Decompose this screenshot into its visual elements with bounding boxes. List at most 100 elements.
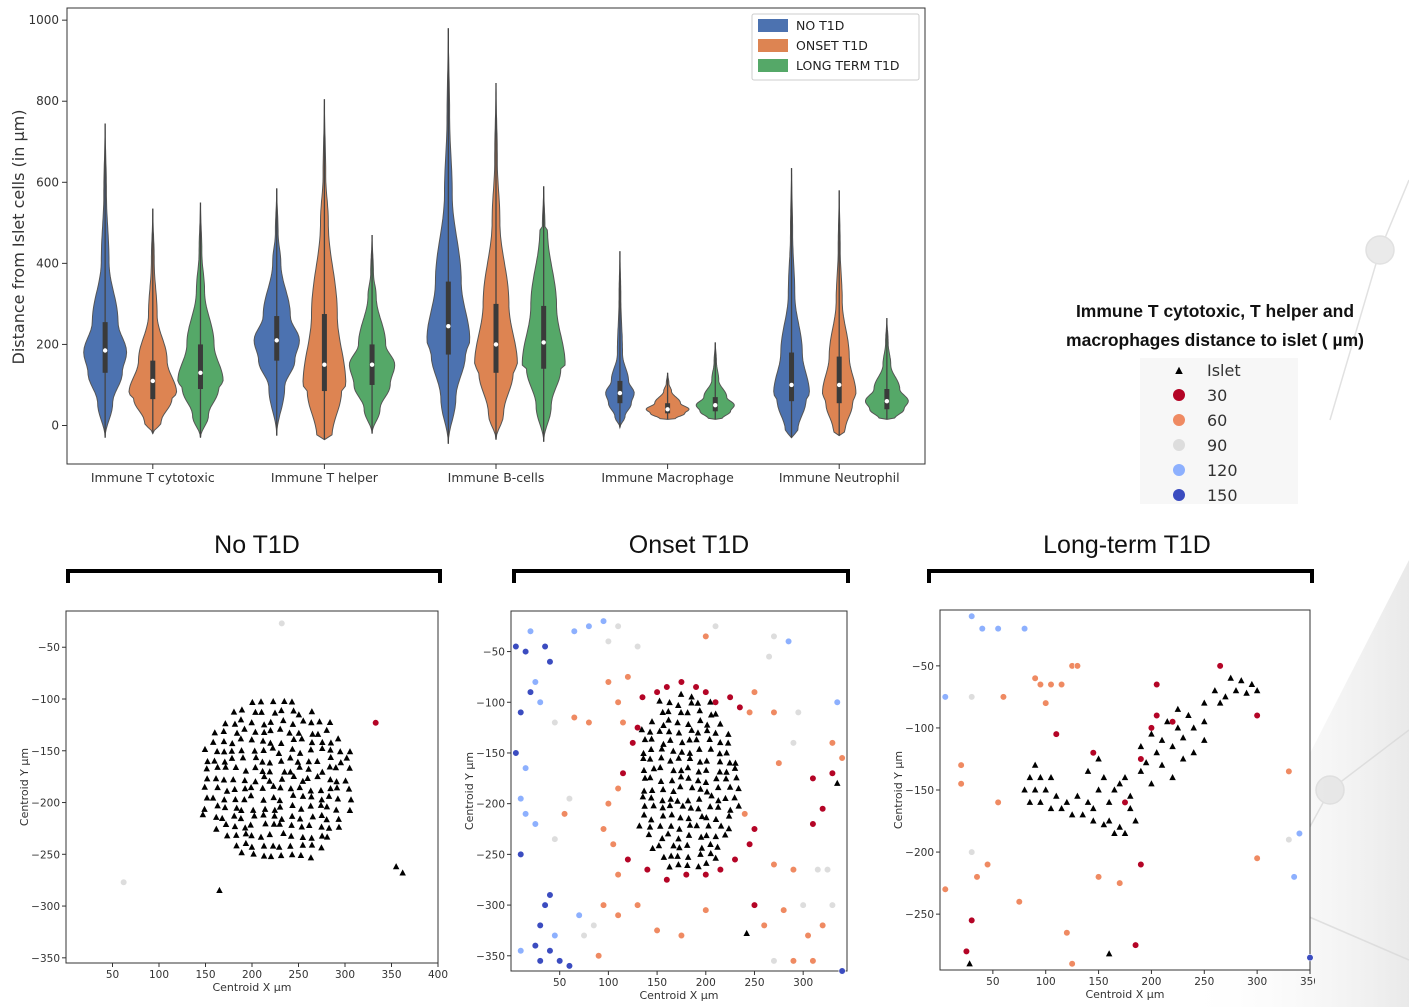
islet-marker (199, 811, 207, 818)
violin-median (884, 398, 890, 404)
immune-cell-point (809, 957, 817, 965)
islet-marker (695, 805, 702, 812)
immune-cell-point (1290, 873, 1298, 881)
islet-marker (278, 707, 285, 714)
islet-marker (678, 748, 686, 755)
islet-marker (702, 778, 710, 785)
islet-marker (721, 831, 729, 838)
islet-marker (703, 757, 710, 764)
islet-marker (309, 813, 317, 820)
islet-marker (1047, 773, 1055, 781)
islet-marker (260, 796, 267, 803)
immune-cell-point (1137, 755, 1145, 763)
islet-marker (1037, 798, 1044, 805)
islet-marker (1031, 761, 1039, 768)
immune-cell-point (1094, 873, 1103, 881)
islet-marker (299, 792, 307, 799)
islet-marker (271, 806, 279, 813)
immune-cell-point (1057, 680, 1066, 689)
islet-marker (201, 745, 209, 752)
islet-marker (686, 821, 694, 828)
islet-marker (715, 797, 722, 804)
islet-marker (214, 783, 221, 791)
islet-marker (299, 841, 307, 848)
immune-cell-point (1168, 718, 1177, 726)
islet-marker (648, 786, 656, 794)
islet-marker (649, 844, 656, 851)
immune-cell-point (556, 957, 564, 965)
immune-cell-point (580, 931, 588, 940)
islet-marker (278, 815, 285, 822)
islet-marker (1063, 798, 1071, 805)
islet-marker (695, 863, 702, 870)
scatter-y-tick-label: −200 (476, 799, 505, 811)
islet-marker (695, 795, 703, 802)
islet-marker (260, 721, 268, 728)
islet-marker (664, 830, 672, 837)
islet-marker (220, 727, 227, 734)
islet-marker (1158, 761, 1166, 768)
islet-marker (319, 738, 326, 745)
scatter-x-tick-label: 200 (242, 969, 262, 981)
islet-marker (252, 728, 259, 735)
islet-marker (213, 813, 220, 820)
immune-cell-point (962, 947, 971, 955)
islet-marker (287, 785, 295, 792)
islet-marker (703, 859, 710, 866)
immune-cell-point (809, 774, 817, 782)
islet-marker (276, 725, 284, 732)
scatter-y-tick-label: −200 (905, 847, 934, 859)
islet-marker (712, 854, 719, 861)
islet-marker (659, 804, 666, 811)
islet-marker (252, 778, 259, 785)
immune-cell-point (546, 891, 554, 899)
islet-marker (259, 767, 266, 774)
immune-cell-point (702, 871, 710, 879)
islet-marker (659, 812, 667, 819)
islet-marker (309, 730, 316, 737)
islet-marker (666, 802, 674, 809)
immune-cell-point (526, 627, 535, 635)
immune-cell-point (1153, 711, 1161, 720)
islet-marker (269, 842, 277, 849)
immune-cell-point (614, 784, 622, 793)
immune-cell-point (677, 678, 686, 686)
scatter-plot-no-t1d: 50 100 150 200 250 300 350 400 −50 −100 −150 −200 −2… (18, 610, 448, 994)
islet-marker (323, 726, 330, 733)
islet-marker (233, 831, 240, 838)
immune-cell-point (1047, 680, 1055, 689)
islet-marker (228, 739, 236, 747)
islet-marker (300, 717, 307, 724)
islet-marker (229, 776, 237, 783)
islet-marker (645, 831, 653, 838)
islet-marker (201, 783, 208, 790)
scatter-x-axis-label: Centroid X µm (639, 989, 718, 1002)
immune-cell-point (614, 871, 622, 879)
islet-marker (238, 747, 245, 754)
islet-marker (209, 738, 217, 745)
islet-marker (305, 758, 313, 765)
islet-points (199, 697, 406, 894)
panel-title-onset-t1d: Onset T1D (629, 531, 749, 559)
violin-median (665, 407, 670, 412)
islet-marker (290, 735, 298, 743)
immune-cell-point (770, 632, 778, 640)
islet-marker (296, 763, 303, 770)
islet-marker (1084, 798, 1092, 805)
islet-marker (281, 697, 288, 704)
scatter-x-tick-label: 300 (793, 977, 813, 989)
islet-marker (281, 768, 288, 775)
scatter-points (512, 617, 846, 975)
islet-marker (665, 716, 672, 723)
islet-marker (657, 822, 664, 829)
panel-title-no-t1d: No T1D (214, 531, 300, 559)
islet-marker (713, 775, 720, 782)
islet-marker (289, 801, 296, 808)
immune-cell-point (517, 850, 525, 858)
islet-marker (214, 763, 221, 770)
immune-cell-point (546, 658, 554, 666)
islet-marker (248, 832, 255, 839)
islet-marker (659, 797, 666, 804)
islet-marker (307, 854, 315, 861)
islet-marker (657, 777, 665, 785)
